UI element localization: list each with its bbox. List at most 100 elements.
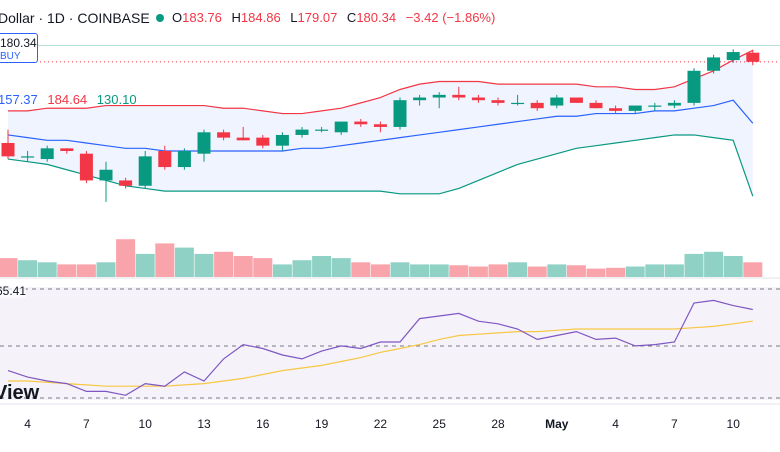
volume-bar: [96, 262, 116, 277]
x-tick-label: May: [545, 417, 569, 431]
candle-body: [275, 134, 289, 146]
volume-bar: [664, 264, 684, 277]
candle-body: [60, 148, 74, 152]
volume-bar: [645, 264, 665, 277]
bollinger-lower-line: [7, 134, 754, 197]
volume-bar: [135, 253, 155, 277]
candle-body: [432, 94, 446, 98]
candle-body: [687, 70, 701, 103]
volume-bar: [586, 268, 606, 277]
x-tick-label: 7: [671, 417, 678, 431]
candle-body: [1, 142, 15, 157]
volume-bar: [0, 258, 18, 277]
candle-body: [452, 94, 466, 98]
candle-body: [609, 108, 623, 111]
x-tick-label: 4: [612, 417, 619, 431]
x-tick-label: 19: [315, 417, 329, 431]
watermark-text: View: [0, 382, 40, 404]
candle-body: [21, 156, 35, 158]
volume-bar: [331, 258, 351, 277]
candle-body: [707, 57, 721, 71]
bollinger-values: 157.37 184.64 130.10: [0, 92, 143, 107]
buy-price-button[interactable]: 180.34 BUY: [0, 33, 38, 63]
volume-bar: [233, 256, 253, 277]
volume-bar: [684, 253, 704, 277]
rsi-ma-line: [8, 320, 753, 387]
high-label: H: [231, 10, 241, 25]
candle-body: [726, 52, 740, 61]
candle-body: [79, 153, 93, 181]
market-status-dot: [156, 14, 164, 22]
open-value: 183.76: [182, 10, 222, 25]
candle-body: [197, 132, 211, 154]
candle-body: [40, 148, 54, 160]
volume-bar: [194, 253, 214, 277]
x-tick-label: 28: [491, 417, 505, 431]
volume-bar: [174, 247, 194, 277]
volume-bar: [253, 258, 273, 277]
volume-bar: [214, 251, 234, 277]
volume-bar: [508, 262, 528, 277]
x-tick-label: 25: [433, 417, 447, 431]
volume-bar: [468, 266, 488, 277]
candle-body: [491, 100, 505, 103]
volume-bar: [390, 262, 410, 277]
symbol-title[interactable]: Dollar · 1D · COINBASE: [0, 10, 150, 26]
volume-bar: [351, 262, 371, 277]
rsi-line: [7, 299, 753, 396]
candle-body: [119, 180, 133, 186]
candle-body: [334, 121, 348, 133]
candle-body: [511, 102, 525, 105]
volume-bar: [625, 266, 645, 277]
volume-bar: [18, 260, 38, 277]
candle-body: [569, 97, 583, 103]
candle-body: [217, 132, 231, 138]
volume-bar: [272, 264, 292, 277]
x-axis-bg: [0, 404, 780, 447]
volume-bar: [527, 266, 547, 277]
candle-body: [746, 52, 760, 62]
volume-bar: [488, 264, 508, 277]
candle-body: [177, 151, 191, 168]
x-tick-label: 16: [256, 417, 270, 431]
bollinger-basis-line: [7, 99, 754, 152]
volume-bar: [370, 264, 390, 277]
bb-lower-value: 130.10: [96, 92, 137, 107]
rsi-band-fill: [0, 287, 780, 400]
candle-body: [373, 124, 387, 127]
volume-bar: [547, 264, 567, 277]
x-tick-label: 10: [139, 417, 153, 431]
low-value: 179.07: [297, 10, 338, 25]
volume-bar: [429, 264, 449, 277]
candle-body: [295, 129, 309, 135]
candle-body: [99, 169, 113, 181]
candle-body: [628, 105, 642, 111]
candle-body: [471, 97, 485, 101]
volume-bar: [606, 267, 626, 277]
candle-body: [393, 100, 407, 127]
volume-bar: [723, 256, 743, 277]
volume-bar: [449, 265, 469, 277]
candle-body: [138, 156, 152, 186]
candle-body: [354, 121, 368, 125]
candle-body: [648, 105, 662, 107]
volume-bar: [292, 260, 312, 277]
volume-bar: [57, 264, 77, 277]
candle-body: [530, 102, 544, 109]
x-tick-label: 7: [83, 417, 90, 431]
volume-bar: [116, 239, 136, 277]
high-value: 184.86: [240, 10, 281, 25]
candle-body: [158, 151, 172, 168]
volume-bar: [704, 251, 724, 277]
candle-body: [256, 137, 270, 146]
ohlc-readout: O183.76 H184.86 L179.07 C180.34 −3.42 (−…: [172, 10, 495, 25]
volume-bar: [37, 262, 57, 277]
volume-bar: [76, 264, 96, 277]
volume-bar: [743, 262, 763, 277]
candle-body: [550, 97, 564, 106]
chart-header: Dollar · 1D · COINBASE O183.76 H184.86 L…: [0, 0, 780, 36]
x-tick-label: 4: [24, 417, 31, 431]
buy-label: BUY: [0, 51, 21, 62]
